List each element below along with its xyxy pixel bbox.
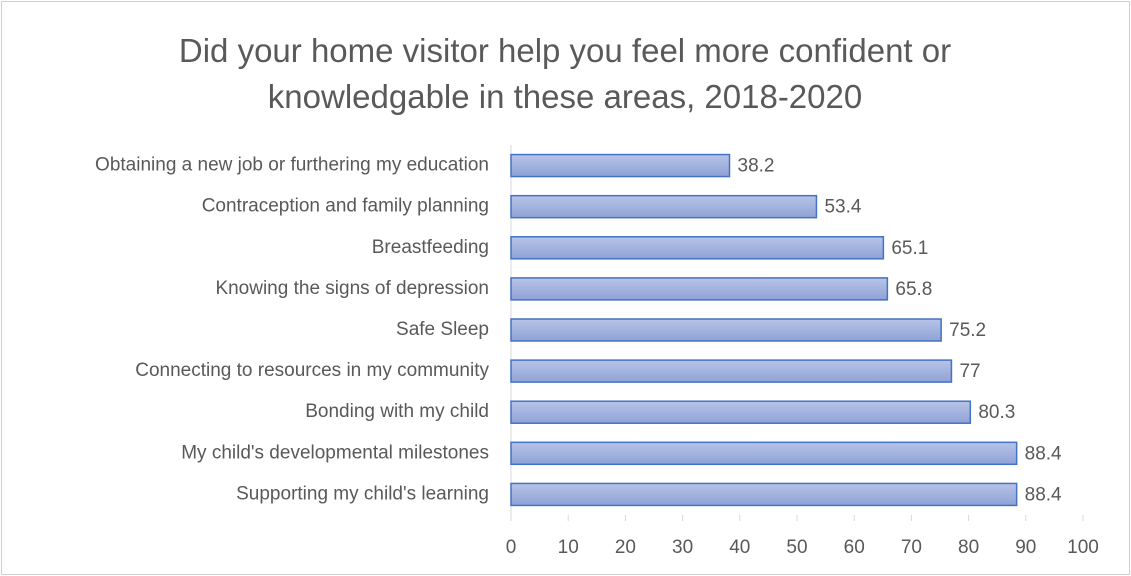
y-tick-label: Supporting my child's learning <box>236 483 489 504</box>
y-tick-label: Bonding with my child <box>305 401 489 422</box>
x-tick-label: 10 <box>558 537 579 558</box>
bar <box>510 194 818 219</box>
bar <box>510 400 972 424</box>
data-label: 88.4 <box>1025 443 1062 464</box>
y-tick-label: Breastfeeding <box>372 237 489 258</box>
bar <box>510 359 953 383</box>
y-tick-label: Safe Sleep <box>396 319 489 340</box>
x-tick-label: 60 <box>844 537 865 558</box>
x-tick-label: 90 <box>1015 537 1036 558</box>
y-tick-label: My child's developmental milestones <box>181 442 489 463</box>
data-label: 80.3 <box>978 402 1015 423</box>
x-tick-label: 100 <box>1067 537 1099 558</box>
chart-title: Did your home visitor help you feel more… <box>178 32 952 115</box>
bar <box>510 441 1018 466</box>
x-tick-label: 50 <box>786 537 807 558</box>
data-label: 38.2 <box>738 156 775 177</box>
x-tick-label: 0 <box>506 537 517 558</box>
bar <box>510 318 942 342</box>
data-label: 65.1 <box>891 238 928 259</box>
y-tick-label: Contraception and family planning <box>202 196 489 217</box>
y-tick-label: Connecting to resources in my community <box>135 360 489 381</box>
y-tick-label: Knowing the signs of depression <box>215 278 489 299</box>
bar <box>510 153 731 178</box>
data-label: 88.4 <box>1025 484 1062 505</box>
bar <box>510 277 889 301</box>
data-label: 53.4 <box>824 197 861 218</box>
data-label: 65.8 <box>895 279 932 300</box>
x-tick-label: 80 <box>958 537 979 558</box>
x-tick-label: 30 <box>672 537 693 558</box>
bar <box>510 236 885 260</box>
x-tick-label: 70 <box>901 537 922 558</box>
data-label: 75.2 <box>949 320 986 341</box>
bar <box>510 482 1018 507</box>
data-label: 77 <box>959 361 980 382</box>
x-tick-label: 40 <box>729 537 750 558</box>
x-tick-label: 20 <box>615 537 636 558</box>
y-tick-label: Obtaining a new job or furthering my edu… <box>95 155 489 176</box>
